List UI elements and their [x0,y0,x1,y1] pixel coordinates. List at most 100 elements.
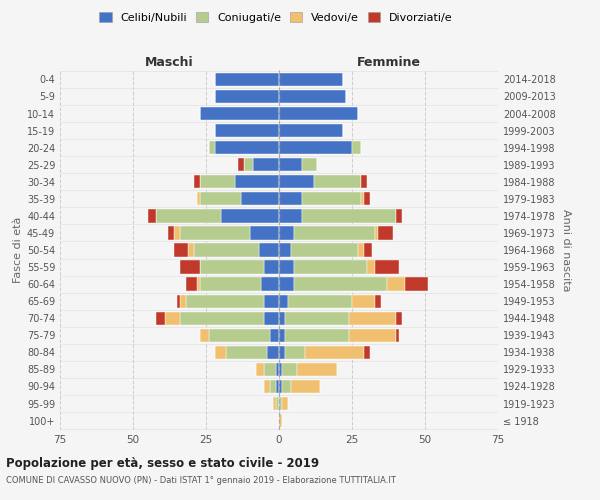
Bar [188,244,194,256]
Bar [396,312,401,325]
Text: Popolazione per età, sesso e stato civile - 2019: Popolazione per età, sesso e stato civil… [6,458,319,470]
Bar [200,175,235,188]
Bar [265,363,276,376]
Bar [200,278,262,291]
Bar [215,90,279,103]
Bar [290,380,320,393]
Bar [293,278,387,291]
Bar [290,244,358,256]
Bar [157,209,221,222]
Bar [279,328,285,342]
Bar [282,380,290,393]
Bar [273,397,276,410]
Bar [279,107,358,120]
Bar [296,363,337,376]
Bar [244,158,253,172]
Bar [270,380,276,393]
Bar [364,346,370,359]
Bar [168,226,174,239]
Bar [404,278,428,291]
Bar [279,397,282,410]
Bar [215,72,279,86]
Bar [215,141,279,154]
Bar [148,209,157,222]
Bar [367,260,376,274]
Bar [157,312,165,325]
Bar [364,244,373,256]
Bar [276,363,279,376]
Bar [200,192,241,205]
Bar [209,141,215,154]
Bar [265,294,279,308]
Bar [282,363,296,376]
Bar [270,328,279,342]
Bar [314,175,361,188]
Bar [215,124,279,137]
Bar [282,397,288,410]
Bar [165,312,180,325]
Bar [279,124,343,137]
Y-axis label: Fasce di età: Fasce di età [13,217,23,283]
Bar [305,346,364,359]
Bar [279,226,293,239]
Bar [302,192,361,205]
Bar [279,312,285,325]
Bar [376,294,381,308]
Bar [396,328,399,342]
Bar [279,141,352,154]
Bar [279,192,302,205]
Bar [180,260,200,274]
Bar [349,312,396,325]
Bar [180,312,265,325]
Bar [197,192,200,205]
Bar [279,294,288,308]
Bar [279,72,343,86]
Bar [279,209,302,222]
Bar [235,175,279,188]
Bar [361,192,364,205]
Bar [262,278,279,291]
Bar [293,226,376,239]
Bar [200,107,279,120]
Text: Maschi: Maschi [145,56,194,69]
Bar [364,192,370,205]
Text: COMUNE DI CAVASSO NUOVO (PN) - Dati ISTAT 1° gennaio 2019 - Elaborazione TUTTITA: COMUNE DI CAVASSO NUOVO (PN) - Dati ISTA… [6,476,396,485]
Bar [265,260,279,274]
Bar [279,414,282,428]
Bar [268,346,279,359]
Bar [358,244,364,256]
Bar [288,294,352,308]
Bar [238,158,244,172]
Bar [279,90,346,103]
Bar [221,209,279,222]
Bar [265,312,279,325]
Bar [376,226,378,239]
Bar [226,346,268,359]
Bar [200,328,209,342]
Bar [197,278,200,291]
Bar [378,226,393,239]
Bar [256,363,265,376]
Bar [279,363,282,376]
Bar [276,380,279,393]
Text: Femmine: Femmine [356,56,421,69]
Bar [180,294,185,308]
Bar [259,244,279,256]
Bar [241,192,279,205]
Bar [396,209,401,222]
Bar [279,158,302,172]
Bar [200,260,265,274]
Bar [180,226,250,239]
Bar [194,244,259,256]
Bar [352,294,376,308]
Bar [279,244,290,256]
Bar [253,158,279,172]
Bar [293,260,367,274]
Bar [279,346,285,359]
Bar [250,226,279,239]
Bar [279,175,314,188]
Bar [276,397,279,410]
Bar [265,380,270,393]
Bar [177,294,180,308]
Bar [352,141,361,154]
